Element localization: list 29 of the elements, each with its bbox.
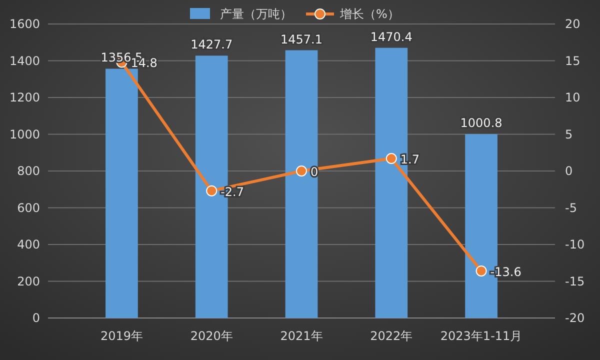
- y-tick-label: 200: [17, 274, 40, 288]
- y2-tick-label: 20: [565, 17, 580, 31]
- y-tick-label: 1200: [9, 90, 40, 104]
- y2-tick-label: -10: [565, 238, 585, 252]
- data-label: 1000.8: [460, 116, 502, 130]
- x-tick-label: 2021年: [280, 329, 323, 343]
- y-tick-label: 1000: [9, 127, 40, 142]
- y2-tick-label: 10: [565, 90, 580, 104]
- y2-tick-label: 0: [565, 164, 573, 178]
- legend-label: 增长（%）: [339, 7, 400, 21]
- x-tick-label: 2022年: [370, 329, 413, 343]
- data-label: 1457.1: [280, 32, 322, 46]
- y-tick-label: 0: [32, 311, 40, 325]
- y2-tick-label: 15: [565, 54, 580, 68]
- y2-tick-label: -5: [565, 200, 577, 215]
- y-tick-label: 800: [17, 164, 40, 178]
- y2-tick-label: -15: [565, 274, 585, 288]
- data-label: 1470.4: [370, 30, 412, 44]
- x-tick-label: 2019年: [100, 329, 143, 343]
- y2-tick-label: -20: [565, 311, 585, 325]
- y-tick-label: 400: [17, 238, 40, 252]
- y-tick-label: 600: [17, 200, 40, 215]
- data-label: 1427.7: [190, 38, 233, 52]
- y2-tick-label: 5: [565, 127, 573, 142]
- legend-label: 产量（万吨）: [220, 7, 292, 21]
- y-tick-label: 1600: [9, 17, 40, 31]
- y-tick-label: 1400: [9, 54, 40, 68]
- x-tick-label: 2020年: [190, 329, 233, 343]
- x-tick-label: 2023年1-11月: [440, 329, 522, 343]
